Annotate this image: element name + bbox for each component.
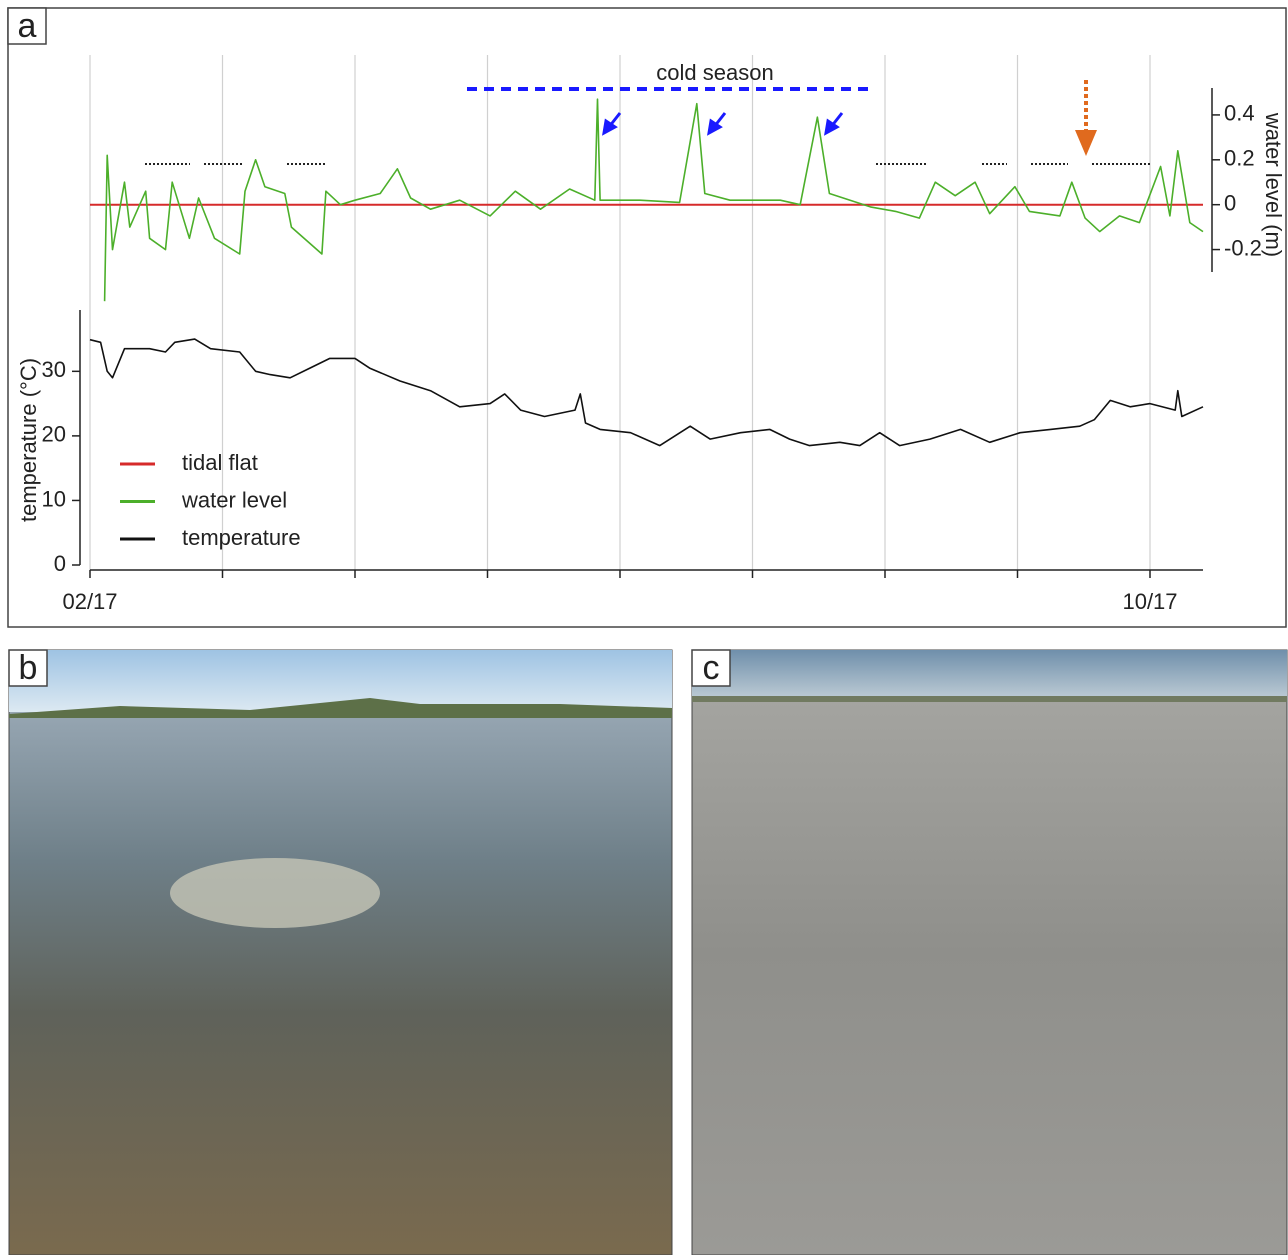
legend-label: tidal flat: [182, 450, 258, 475]
y-tick-label: 10: [42, 486, 66, 511]
annotation: cold season: [656, 60, 773, 85]
panel-label: a: [18, 7, 37, 45]
y-axis-label: temperature (°C): [16, 358, 41, 522]
photo-c: [692, 650, 1287, 1255]
legend-label: water level: [181, 487, 287, 512]
y2-tick-label: 0.2: [1224, 146, 1255, 171]
panel-label: c: [703, 649, 720, 687]
orange-arrow: [1075, 80, 1097, 156]
y-tick-label: 20: [42, 422, 66, 447]
series-line: [90, 339, 1203, 446]
y-tick-label: 30: [42, 357, 66, 382]
photo-b: [9, 650, 672, 1255]
panel-label: b: [19, 649, 38, 687]
y2-axis-label: water level (m): [1261, 112, 1286, 257]
x-tick-label: 02/17: [62, 589, 117, 614]
x-tick-label: 10/17: [1122, 589, 1177, 614]
y-tick-label: 0: [54, 551, 66, 576]
legend-label: temperature: [182, 525, 301, 550]
y2-tick-label: 0.4: [1224, 101, 1255, 126]
y2-tick-label: -0.2: [1224, 235, 1262, 260]
spike-arrows: [604, 113, 842, 133]
figure: a 02/1710/170102030temperature (°C)-0.20…: [0, 0, 1288, 1255]
y2-tick-label: 0: [1224, 190, 1236, 215]
series-line: [105, 99, 1203, 301]
